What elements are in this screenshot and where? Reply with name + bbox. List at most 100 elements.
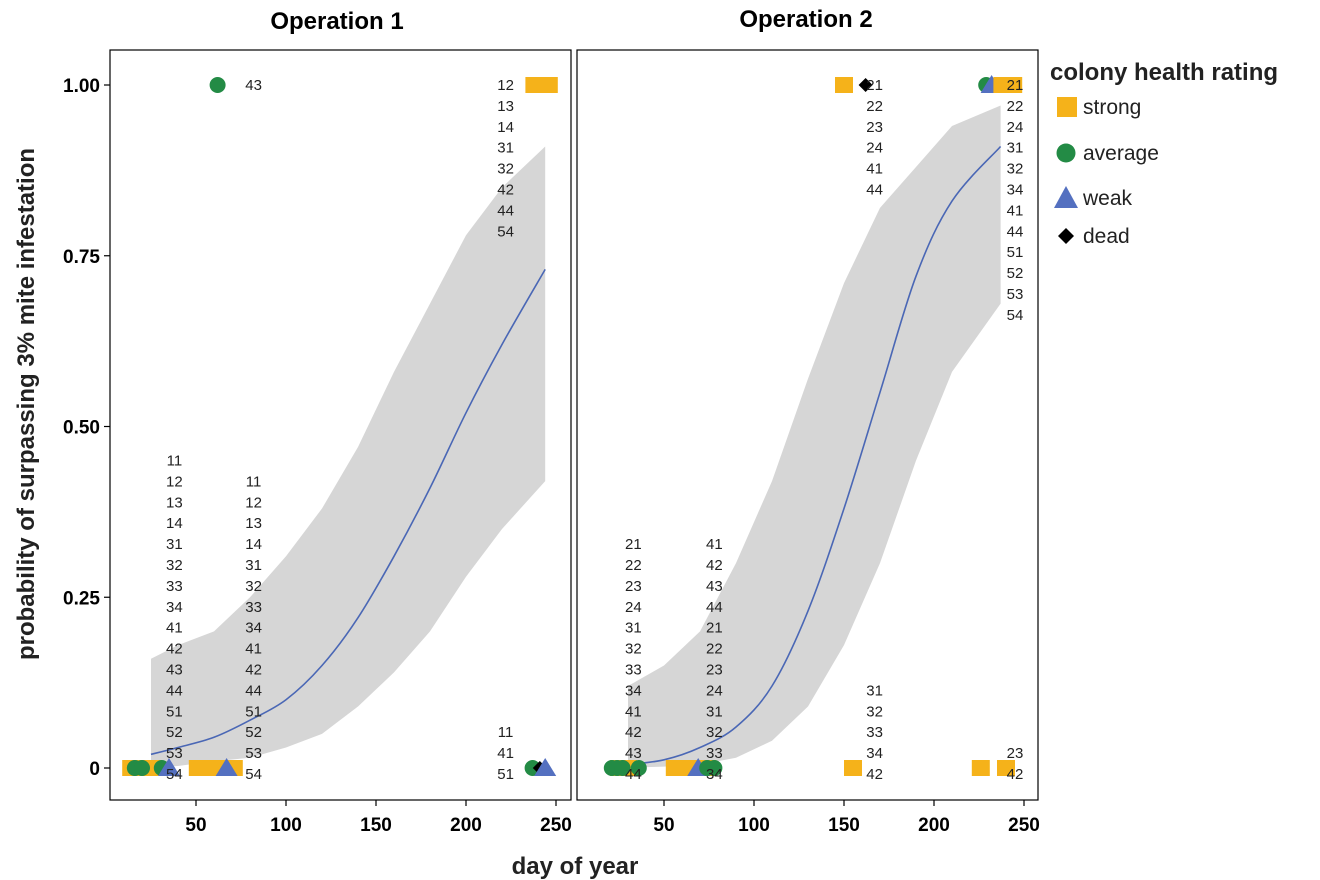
data-point-weak (534, 758, 557, 776)
colony-id-label: 34 (1007, 182, 1024, 199)
x-tick-label: 150 (360, 815, 392, 836)
colony-id-label: 53 (245, 745, 262, 762)
colony-id-label: 32 (1007, 161, 1024, 178)
data-point-average (630, 760, 647, 776)
colony-id-label: 54 (497, 223, 514, 240)
colony-id-label: 31 (497, 140, 514, 157)
colony-id-label: 43 (625, 745, 642, 762)
y-tick-label: 0.75 (63, 247, 100, 268)
data-point-average (209, 77, 226, 93)
colony-id-label: 54 (166, 766, 183, 783)
colony-id-label: 43 (706, 578, 723, 595)
colony-id-label: 11 (498, 724, 514, 741)
data-point-average (706, 760, 723, 776)
colony-id-label: 33 (706, 745, 723, 762)
colony-id-label: 32 (245, 578, 262, 595)
colony-id-label: 32 (706, 724, 723, 741)
y-tick-label: 0 (89, 759, 100, 780)
colony-id-label: 11 (246, 473, 262, 490)
legend-entry-weak: weak (1054, 186, 1133, 210)
colony-id-label: 44 (497, 202, 514, 219)
colony-id-label: 52 (1007, 265, 1024, 282)
x-tick-label: 250 (1008, 815, 1040, 836)
colony-id-label: 31 (245, 557, 262, 574)
panel-operation-2: 21 22 23 24 31 32 33 34 41 42 43 44 41 42 43 44 21 22 23 24… (576, 49, 1040, 836)
colony-id-label: 14 (497, 119, 514, 136)
x-tick-label: 50 (185, 815, 206, 836)
colony-id-label: 23 (1007, 745, 1024, 762)
panel-2-title: Operation 2 (739, 6, 872, 33)
colony-id-label: 34 (625, 682, 642, 699)
fit-line (150, 269, 546, 756)
data-point-strong (971, 760, 990, 776)
legend-label-weak: weak (1082, 187, 1133, 210)
x-tick-label: 100 (270, 815, 302, 836)
colony-id-label: 13 (497, 98, 514, 115)
colony-id-label: 51 (166, 703, 183, 720)
colony-id-label: 42 (866, 766, 883, 783)
colony-id-label: 41 (625, 703, 642, 720)
colony-id-label: 43 (245, 77, 262, 94)
colony-id-label: 32 (497, 161, 514, 178)
colony-id-label: 41 (1007, 202, 1024, 219)
colony-id-label: 12 (166, 473, 183, 490)
colony-id-label: 11 (167, 453, 183, 470)
colony-id-label: 14 (166, 515, 183, 532)
colony-id-label: 42 (706, 557, 723, 574)
colony-id-label: 52 (245, 724, 262, 741)
colony-id-label: 42 (497, 182, 514, 199)
colony-id-label: 31 (1007, 140, 1024, 157)
colony-id-label: 24 (1007, 119, 1024, 136)
colony-id-label: 32 (866, 703, 883, 720)
legend-entry-average: average (1056, 142, 1159, 165)
colony-id-label: 34 (166, 599, 183, 616)
colony-id-label: 44 (706, 599, 723, 616)
colony-id-label: 54 (245, 766, 262, 783)
x-tick-label: 50 (653, 815, 674, 836)
colony-id-label: 51 (245, 703, 262, 720)
colony-id-label: 34 (706, 766, 723, 783)
x-tick-label: 200 (918, 815, 950, 836)
data-point-strong (844, 760, 862, 776)
colony-id-label: 51 (497, 766, 514, 783)
colony-id-label: 31 (866, 682, 883, 699)
colony-id-label: 24 (625, 599, 642, 616)
colony-id-label: 41 (166, 620, 183, 637)
legend-label-average: average (1083, 142, 1159, 165)
x-tick-label: 100 (738, 815, 770, 836)
panel-operation-1: 11 12 13 14 31 32 33 34 41 42 43 44 51 52 53 54 11 12 13 14… (63, 49, 572, 836)
colony-id-label: 23 (866, 119, 883, 136)
fit-line (627, 145, 1002, 766)
colony-id-label: 31 (625, 620, 642, 637)
colony-id-label: 22 (625, 557, 642, 574)
confidence-band (628, 105, 1001, 768)
colony-id-label: 42 (1007, 766, 1024, 783)
colony-id-label: 23 (625, 578, 642, 595)
x-tick-label: 250 (540, 815, 572, 836)
colony-id-label: 23 (706, 662, 723, 679)
y-tick-label: 1.00 (63, 76, 100, 97)
colony-id-label: 33 (245, 599, 262, 616)
colony-id-label: 12 (497, 77, 514, 94)
colony-id-label: 33 (166, 578, 183, 595)
colony-id-label: 31 (706, 703, 723, 720)
data-point-dead (858, 78, 873, 92)
data-point-strong (1004, 77, 1023, 93)
colony-id-label: 44 (1007, 223, 1024, 240)
colony-id-label: 34 (245, 620, 262, 637)
legend-entry-dead: dead (1058, 225, 1130, 248)
colony-id-label: 44 (625, 766, 642, 783)
colony-id-label: 43 (166, 662, 183, 679)
data-point-strong (539, 77, 558, 93)
colony-id-label: 52 (166, 724, 183, 741)
confidence-band (151, 146, 546, 768)
colony-id-label: 22 (1007, 98, 1024, 115)
colony-id-label: 41 (245, 641, 262, 658)
colony-id-label: 41 (866, 161, 883, 178)
legend-label-strong: strong (1083, 96, 1141, 119)
data-point-average (134, 760, 150, 776)
colony-id-label: 13 (166, 494, 183, 511)
colony-id-label: 42 (245, 662, 262, 679)
data-point-strong (997, 760, 1015, 776)
colony-id-label: 34 (866, 745, 883, 762)
